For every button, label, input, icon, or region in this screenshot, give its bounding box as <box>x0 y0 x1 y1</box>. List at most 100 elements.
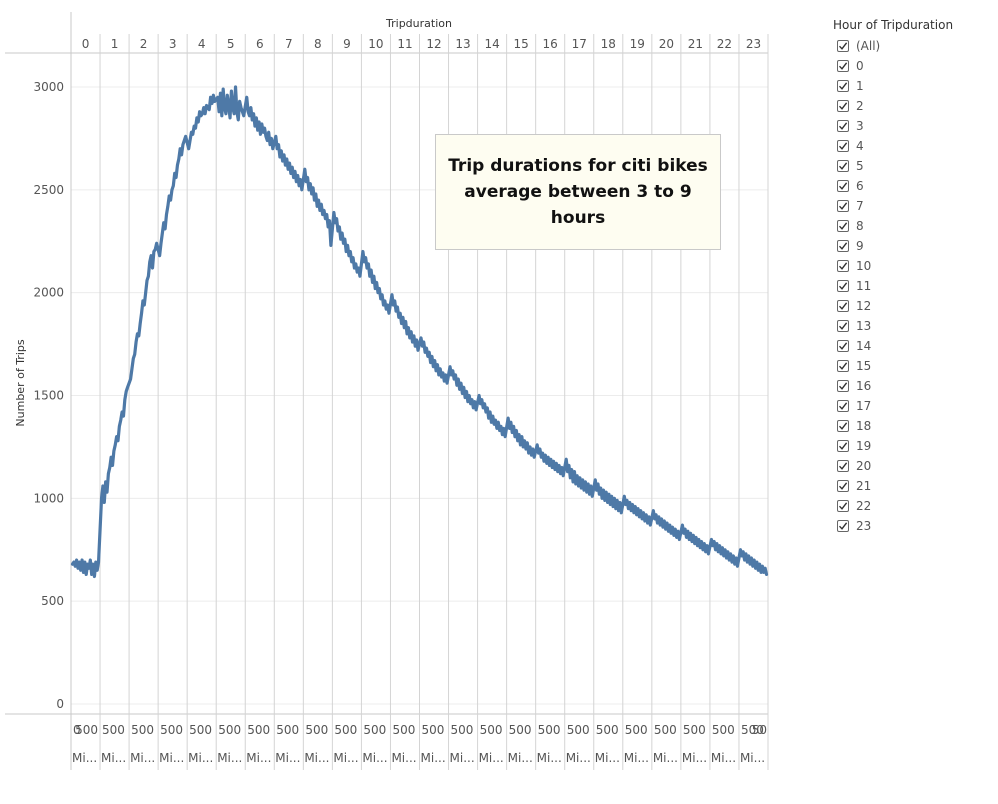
bottom-tick-label: 500 <box>131 723 154 737</box>
legend-filter-label: 22 <box>856 499 872 513</box>
bottom-tick-label: 500 <box>160 723 183 737</box>
bottom-tick-label: 0 <box>73 723 81 737</box>
legend-filter-item[interactable]: 20 <box>833 456 993 476</box>
checkbox-checked-icon[interactable] <box>837 520 849 532</box>
legend-filter-item[interactable]: 6 <box>833 176 993 196</box>
checkbox-checked-icon[interactable] <box>837 400 849 412</box>
checkbox-checked-icon[interactable] <box>837 480 849 492</box>
checkbox-checked-icon[interactable] <box>837 320 849 332</box>
bottom-tick-label: 50 <box>752 723 767 737</box>
panel-header-label: 21 <box>688 37 703 51</box>
panel-header-label: 19 <box>630 37 645 51</box>
legend-filter-item[interactable]: 0 <box>833 56 993 76</box>
checkbox-checked-icon[interactable] <box>837 280 849 292</box>
y-tick-label: 1500 <box>33 389 64 403</box>
legend-filter-item[interactable]: 4 <box>833 136 993 156</box>
legend-filter-label: 2 <box>856 99 864 113</box>
chart-frame <box>5 12 769 770</box>
bottom-tick-label: 500 <box>538 723 561 737</box>
legend-filter-label: (All) <box>856 39 881 53</box>
checkbox-checked-icon[interactable] <box>837 180 849 192</box>
bottom-tick-label: 500 <box>596 723 619 737</box>
legend-filter-item[interactable]: 22 <box>833 496 993 516</box>
checkbox-checked-icon[interactable] <box>837 240 849 252</box>
legend-filter-item[interactable]: 15 <box>833 356 993 376</box>
y-tick-label: 1000 <box>33 491 64 505</box>
bottom-row-label: Mi... <box>653 751 678 765</box>
checkbox-checked-icon[interactable] <box>837 80 849 92</box>
y-tick-label: 3000 <box>33 80 64 94</box>
legend-filter-label: 8 <box>856 219 864 233</box>
y-axis-ticks: 0 500 1000 1500 2000 2500 3000 <box>33 80 64 711</box>
checkbox-checked-icon[interactable] <box>837 260 849 272</box>
bottom-row-label: Mi... <box>508 751 533 765</box>
legend-filter-item[interactable]: 13 <box>833 316 993 336</box>
checkbox-checked-icon[interactable] <box>837 440 849 452</box>
checkbox-checked-icon[interactable] <box>837 300 849 312</box>
panel-header-label: 16 <box>543 37 558 51</box>
checkbox-checked-icon[interactable] <box>837 380 849 392</box>
checkbox-checked-icon[interactable] <box>837 360 849 372</box>
legend-filter-item[interactable]: 9 <box>833 236 993 256</box>
checkbox-checked-icon[interactable] <box>837 140 849 152</box>
legend-filter-item[interactable]: 23 <box>833 516 993 536</box>
legend-filter-label: 11 <box>856 279 872 293</box>
legend-filter-item[interactable]: 8 <box>833 216 993 236</box>
checkbox-checked-icon[interactable] <box>837 220 849 232</box>
checkbox-checked-icon[interactable] <box>837 460 849 472</box>
legend-filter-item[interactable]: 18 <box>833 416 993 436</box>
legend-filter-item[interactable]: 21 <box>833 476 993 496</box>
legend-filter-item[interactable]: (All) <box>833 36 993 56</box>
legend-filter-item[interactable]: 5 <box>833 156 993 176</box>
bottom-tick-label: 500 <box>741 723 764 737</box>
legend-filter-label: 7 <box>856 199 864 213</box>
legend-filter-item[interactable]: 3 <box>833 116 993 136</box>
legend-filter-item[interactable]: 11 <box>833 276 993 296</box>
series-line <box>70 85 769 579</box>
legend-filter-item[interactable]: 2 <box>833 96 993 116</box>
checkbox-checked-icon[interactable] <box>837 40 849 52</box>
legend-filter-item[interactable]: 17 <box>833 396 993 416</box>
bottom-tick-label: 500 <box>422 723 445 737</box>
checkbox-checked-icon[interactable] <box>837 100 849 112</box>
checkbox-checked-icon[interactable] <box>837 200 849 212</box>
bottom-row-label: Mi... <box>101 751 126 765</box>
bottom-row-label: Mi... <box>217 751 242 765</box>
panel-header-label: 3 <box>169 37 177 51</box>
legend-filter-label: 14 <box>856 339 872 353</box>
panel-header-label: 13 <box>455 37 470 51</box>
panel-header-label: 12 <box>426 37 441 51</box>
checkbox-checked-icon[interactable] <box>837 60 849 72</box>
checkbox-checked-icon[interactable] <box>837 160 849 172</box>
bottom-tick-label: 500 <box>392 723 415 737</box>
checkbox-checked-icon[interactable] <box>837 420 849 432</box>
legend-filter-item[interactable]: 12 <box>833 296 993 316</box>
legend-filter-label: 10 <box>856 259 872 273</box>
legend-filter-label: 23 <box>856 519 872 533</box>
legend-filter-item[interactable]: 14 <box>833 336 993 356</box>
panel-header-label: 10 <box>368 37 383 51</box>
legend-filter-item[interactable]: 10 <box>833 256 993 276</box>
bottom-tick-label: 500 <box>363 723 386 737</box>
bottom-row-label: Mi... <box>537 751 562 765</box>
panel-header-label: 9 <box>343 37 351 51</box>
legend-filter-label: 3 <box>856 119 864 133</box>
checkbox-checked-icon[interactable] <box>837 340 849 352</box>
legend-items: (All) 0 1 2 3 4 5 6 7 8 9 10 11 12 13 14 15 16 17 18 19 20 21 2… <box>833 36 993 536</box>
legend-filter-item[interactable]: 16 <box>833 376 993 396</box>
checkbox-checked-icon[interactable] <box>837 500 849 512</box>
bottom-row-label: Mi... <box>421 751 446 765</box>
bottom-tick-label: 500 <box>712 723 735 737</box>
legend-filter-label: 9 <box>856 239 864 253</box>
legend-filter-item[interactable]: 1 <box>833 76 993 96</box>
panel-header-label: 17 <box>572 37 587 51</box>
bottom-tick-label: 500 <box>276 723 299 737</box>
legend-filter-label: 20 <box>856 459 872 473</box>
bottom-tick-label: 500 <box>247 723 270 737</box>
legend-filter-item[interactable]: 7 <box>833 196 993 216</box>
checkbox-checked-icon[interactable] <box>837 120 849 132</box>
bottom-row-label: Mi... <box>740 751 765 765</box>
bottom-row-label: Mi... <box>333 751 358 765</box>
legend-filter-item[interactable]: 19 <box>833 436 993 456</box>
bottom-row-label: Mi... <box>130 751 155 765</box>
